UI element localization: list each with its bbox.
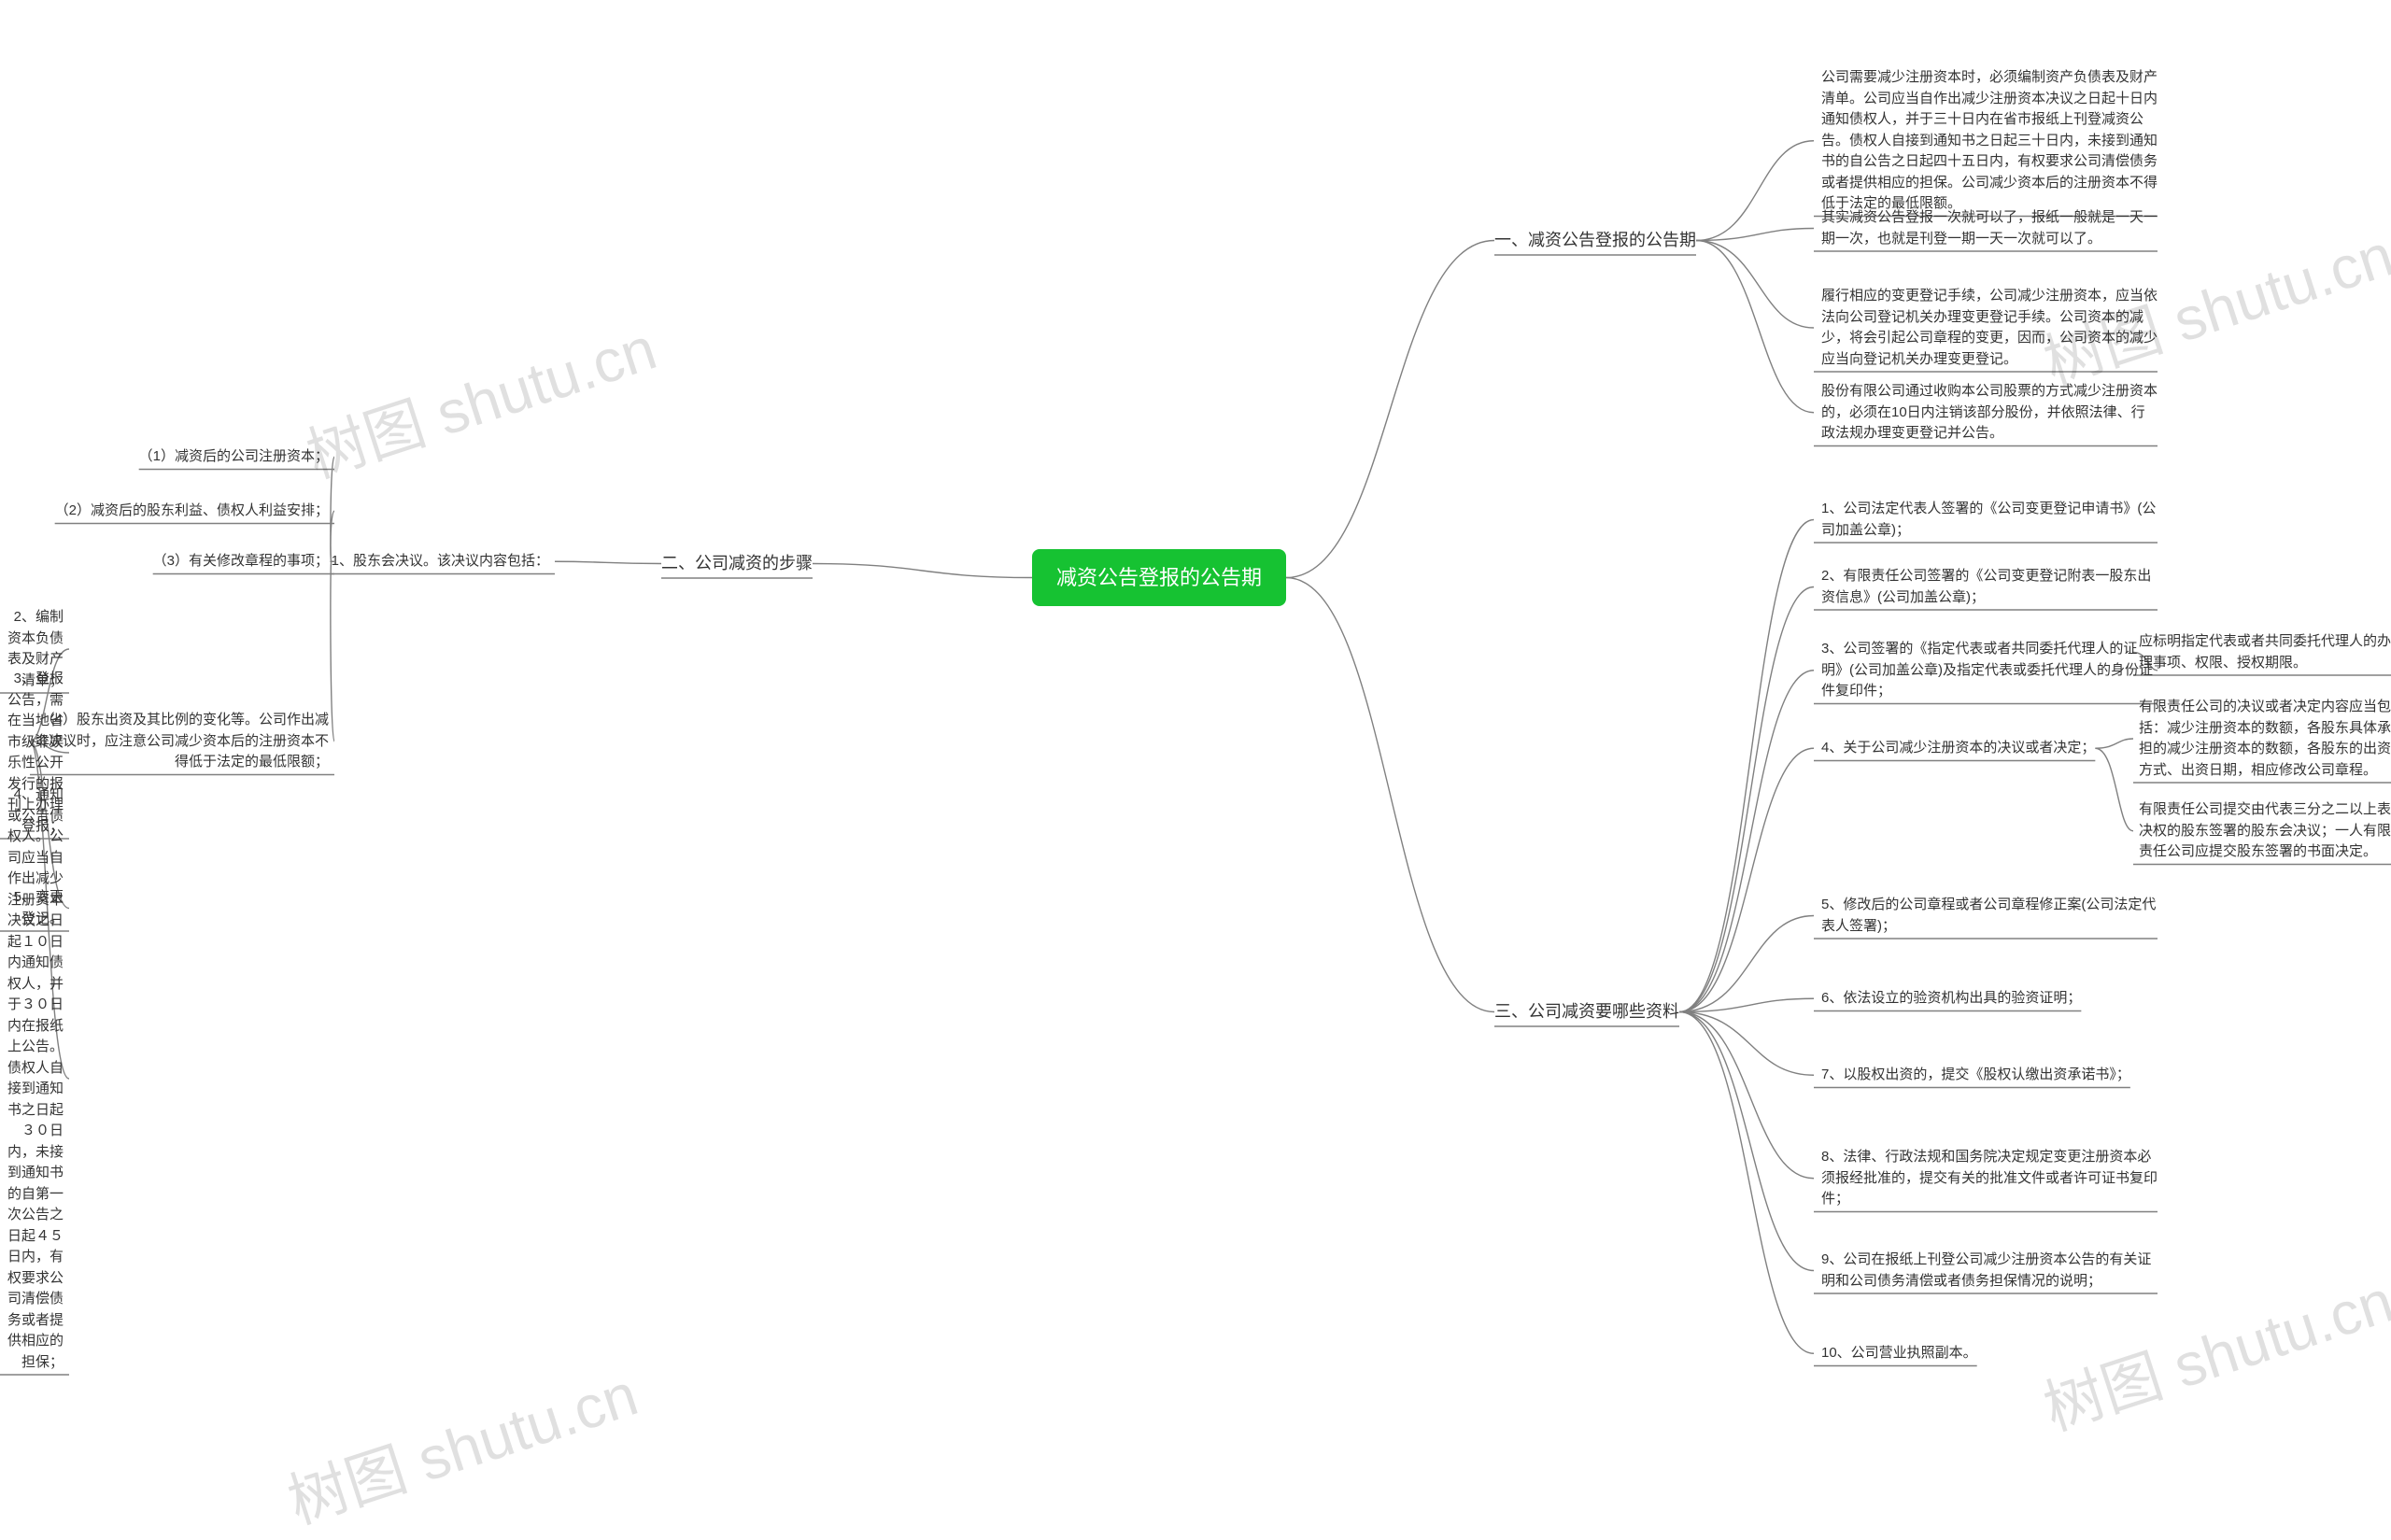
mindmap-node: （4）股东出资及其比例的变化等。公司作出减资决议时，应注意公司减少资本后的注册资…	[30, 710, 329, 773]
mindmap-node: 9、公司在报纸上刊登公司减少注册资本公告的有关证明和公司债务清偿或者债务担保情况…	[1821, 1250, 2158, 1292]
mindmap-node: 公司需要减少注册资本时，必须编制资产负债表及财产清单。公司应当自作出减少注册资本…	[1821, 67, 2158, 215]
mindmap-node: 应标明指定代表或者共同委托代理人的办理事项、权限、授权期限。	[2139, 631, 2391, 673]
mindmap-node: 有限责任公司的决议或者决定内容应当包括：减少注册资本的数额，各股东具体承担的减少…	[2139, 697, 2391, 781]
mindmap-node: 8、法律、行政法规和国务院决定规定变更注册资本必须报经批准的，提交有关的批准文件…	[1821, 1147, 2158, 1210]
root-node: 减资公告登报的公告期	[1032, 549, 1286, 606]
mindmap-node: 有限责任公司提交由代表三分之二以上表决权的股东签署的股东会决议；一人有限责任公司…	[2139, 799, 2391, 863]
mindmap-node: 4、通知或公告债权人。公司应当自作出减少注册资本决议之日起１０日内通知债权人，并…	[0, 784, 64, 1373]
mindmap-node: 履行相应的变更登记手续，公司减少注册资本，应当依法向公司登记机关办理变更登记手续…	[1821, 286, 2158, 370]
mindmap-node: （2）减资后的股东利益、债权人利益安排；	[55, 501, 329, 522]
mindmap-node: 7、以股权出资的，提交《股权认缴出资承诺书》；	[1821, 1065, 2130, 1086]
mindmap-node: 2、有限责任公司签署的《公司变更登记附表一股东出资信息》(公司加盖公章)；	[1821, 566, 2158, 608]
mindmap-node: 5、变更登记。	[0, 887, 64, 929]
mindmap-node: 三、公司减资要哪些资料	[1494, 999, 1679, 1024]
mindmap-node: 10、公司营业执照副本。	[1821, 1343, 1977, 1364]
watermark: 树图 shutu.cn	[276, 1347, 646, 1540]
mindmap-node: 6、依法设立的验资机构出具的验资证明；	[1821, 988, 2081, 1010]
mindmap-node: 1、公司法定代表人签署的《公司变更登记申请书》(公司加盖公章)；	[1821, 499, 2158, 541]
mindmap-node: 一、减资公告登报的公告期	[1494, 228, 1696, 253]
mindmap-node: 3、公司签署的《指定代表或者共同委托代理人的证明》(公司加盖公章)及指定代表或委…	[1821, 639, 2158, 702]
mindmap-node: 其实减资公告登报一次就可以了，报纸一般就是一天一期一次，也就是刊登一期一天一次就…	[1821, 207, 2158, 249]
mindmap-node: （3）有关修改章程的事项；	[153, 551, 329, 572]
watermark: 树图 shutu.cn	[294, 301, 665, 494]
mindmap-node: 股份有限公司通过收购本公司股票的方式减少注册资本的，必须在10日内注销该部分股份…	[1821, 381, 2158, 445]
mindmap-node: 1、股东会决议。该决议内容包括：	[332, 551, 549, 572]
mindmap-node: （1）减资后的公司注册资本；	[139, 446, 329, 468]
mindmap-node: 4、关于公司减少注册资本的决议或者决定；	[1821, 738, 2095, 759]
mindmap-node: 5、修改后的公司章程或者公司章程修正案(公司法定代表人签署)；	[1821, 895, 2158, 937]
mindmap-node: 二、公司减资的步骤	[661, 551, 813, 576]
